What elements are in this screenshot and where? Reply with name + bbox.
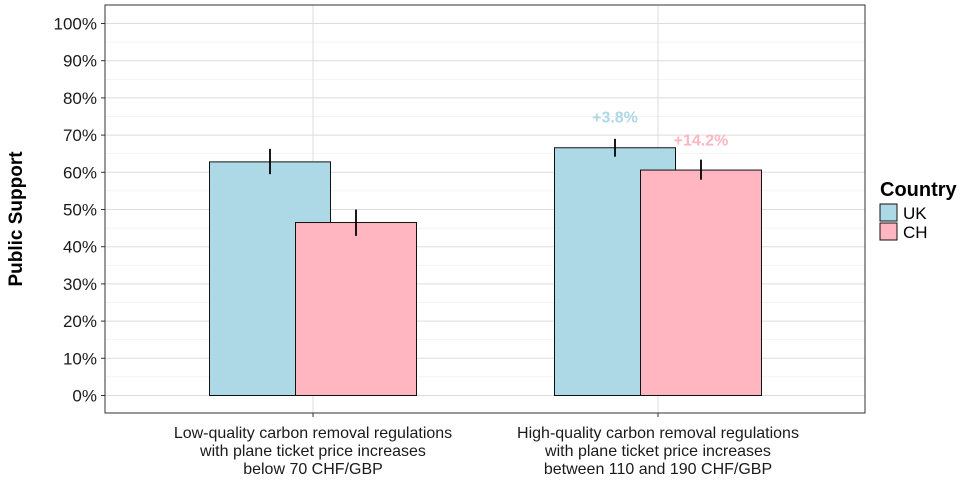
legend-key-uk <box>879 203 898 222</box>
x-tick-label-line: below 70 CHF/GBP <box>243 461 383 478</box>
y-tick-label: 60% <box>63 163 97 182</box>
bars <box>209 147 762 396</box>
y-tick-label: 80% <box>63 89 97 108</box>
y-tick-label: 20% <box>63 312 97 331</box>
x-tick-label: High-quality carbon removal regulations w… <box>517 425 799 478</box>
error-bars <box>269 138 702 236</box>
x-tick-label-line: High-quality carbon removal regulations <box>517 425 799 442</box>
x-axis: Low-quality carbon removal regulations wi… <box>174 413 799 478</box>
y-axis: 0% 10% 20% 30% 40% 50% 60% 70% 80% 90% 100% <box>54 15 105 406</box>
legend-key-ch <box>879 222 898 241</box>
y-tick-label: 100% <box>54 15 97 34</box>
x-tick-label-line: Low-quality carbon removal regulations <box>174 425 452 442</box>
y-tick-label: 90% <box>63 52 97 71</box>
y-tick-label: 50% <box>63 201 97 220</box>
bar-ch <box>295 222 417 396</box>
y-tick-label: 70% <box>63 126 97 145</box>
y-axis-label: Public Support <box>6 151 27 287</box>
x-tick-label: Low-quality carbon removal regulations wi… <box>174 425 452 478</box>
legend-label-uk: UK <box>903 204 927 223</box>
annotations: +3.8% +14.2% <box>592 109 728 149</box>
difference-annotation: +3.8% <box>592 109 638 126</box>
y-tick-label: 10% <box>63 349 97 368</box>
y-tick-label: 30% <box>63 275 97 294</box>
legend-label-ch: CH <box>903 223 928 242</box>
x-tick-label-line: with plane ticket price increases <box>199 443 426 460</box>
x-tick-label-line: between 110 and 190 CHF/GBP <box>544 461 772 478</box>
y-tick-label: 40% <box>63 238 97 257</box>
difference-annotation: +14.2% <box>674 133 729 150</box>
bar-ch <box>640 169 762 396</box>
x-tick-label-line: with plane ticket price increases <box>544 443 771 460</box>
legend-title: Country <box>880 179 958 201</box>
y-tick-label: 0% <box>72 387 97 406</box>
